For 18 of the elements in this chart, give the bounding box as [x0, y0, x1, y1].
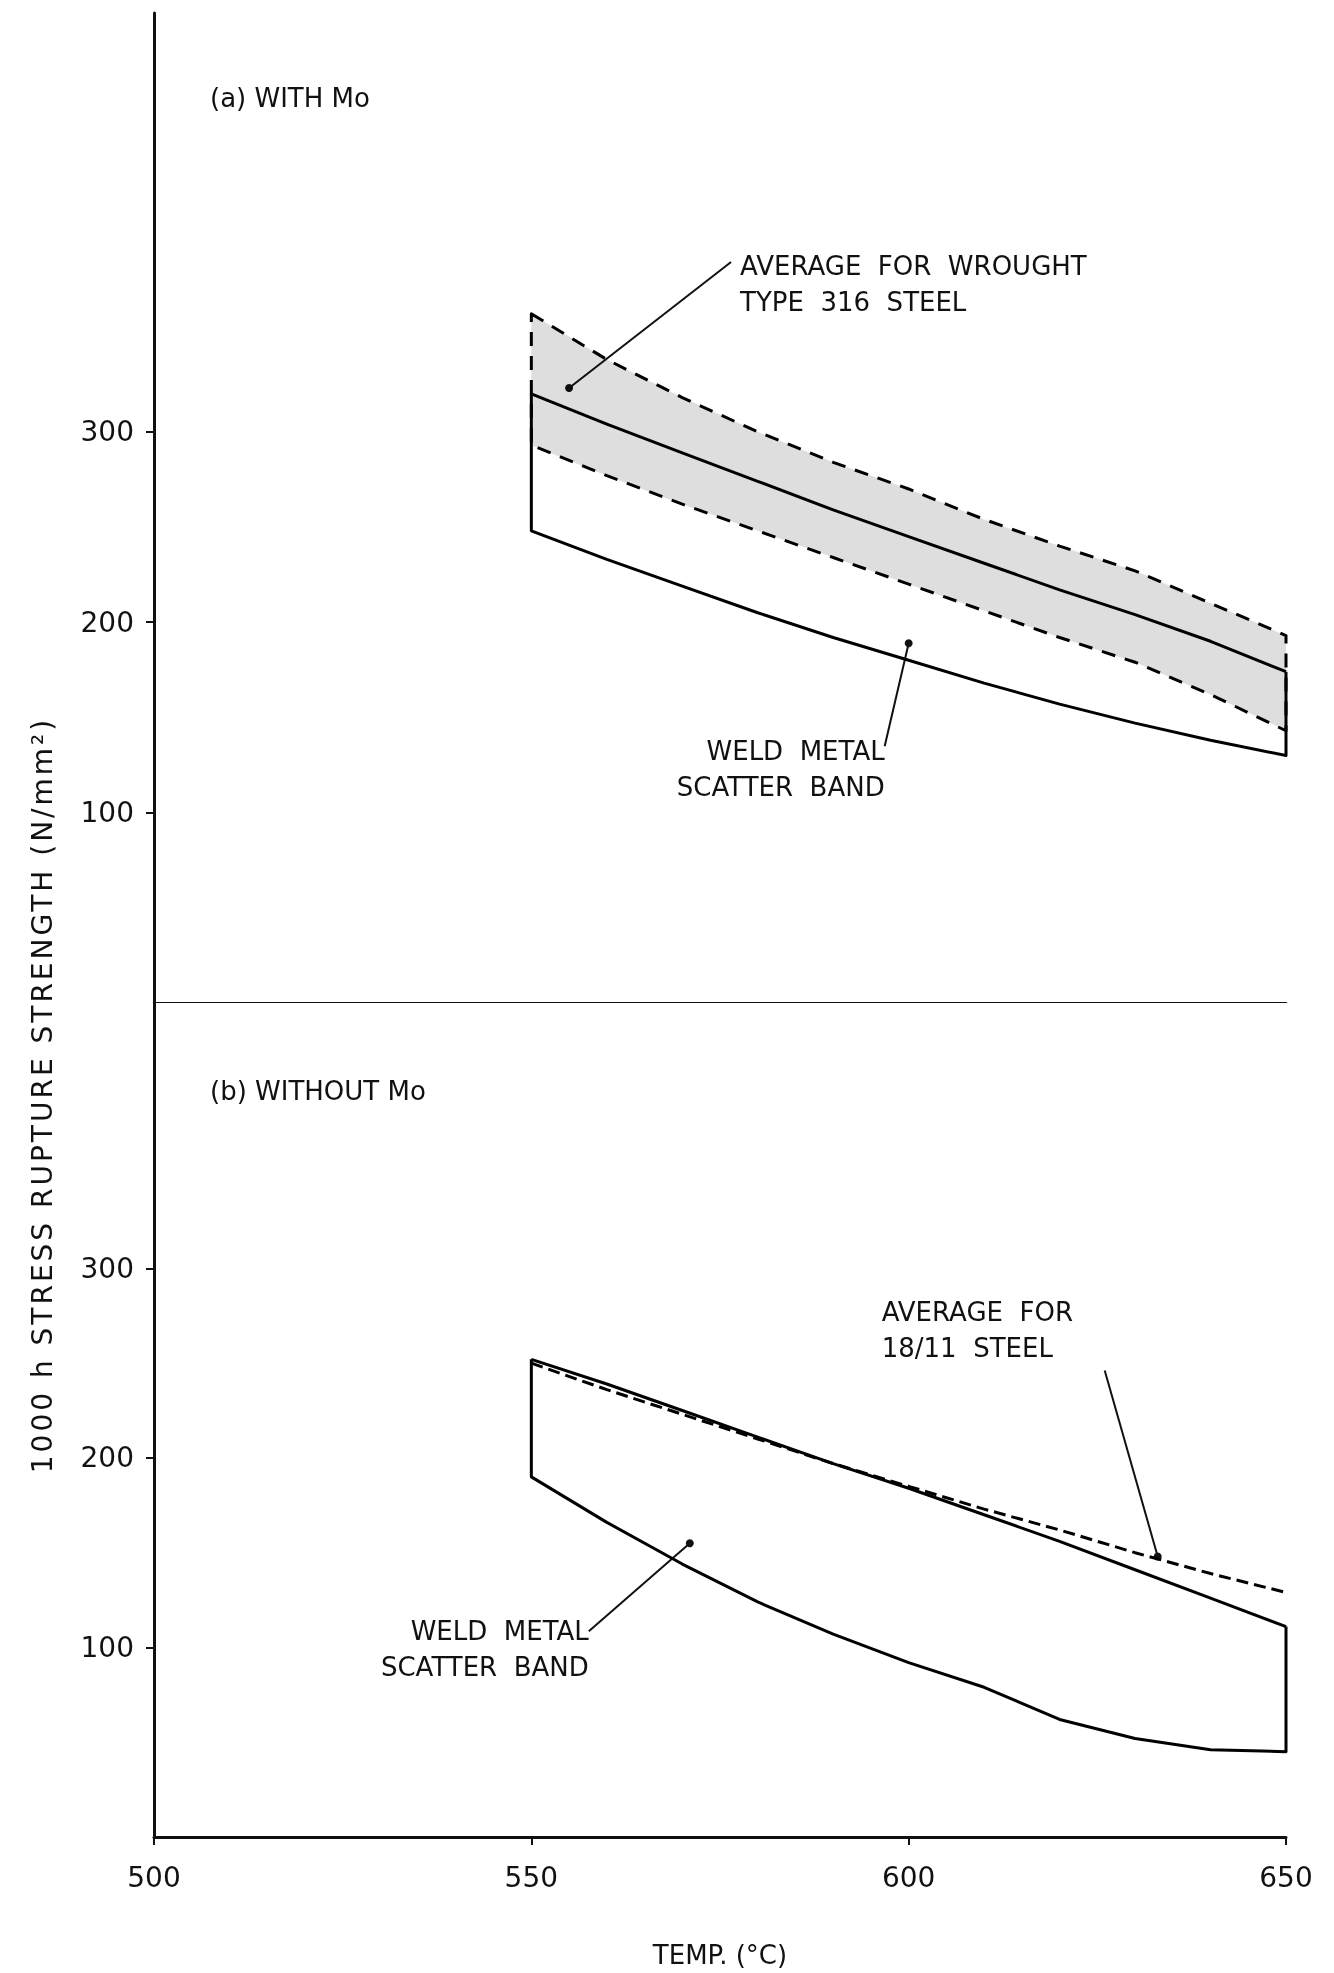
y-tick-label: 100	[80, 1630, 134, 1664]
x-tick-label: 500	[127, 1860, 181, 1894]
y-tick-label: 200	[80, 1441, 134, 1475]
y-axis-title: 1000 h STRESS RUPTURE STRENGTH (N/mm²)	[25, 716, 59, 1474]
annotation: WELD METAL SCATTER BAND	[380, 1616, 590, 1683]
y-tick-label: 200	[80, 605, 134, 639]
y-tick-label: 300	[80, 1251, 134, 1285]
text: (a) WITH Mo	[210, 83, 370, 113]
x-tick-label: 600	[881, 1860, 936, 1894]
annotation: WELD METAL SCATTER BAND	[676, 736, 886, 803]
x-tick-label: 550	[504, 1860, 559, 1894]
text: (b) WITHOUT Mo	[210, 1076, 426, 1106]
x-axis-title: TEMP. (°C)	[651, 1940, 788, 1970]
x-tick-label: 650	[1259, 1860, 1313, 1894]
annotation: AVERAGE FOR 18/11 STEEL	[881, 1297, 1073, 1364]
y-tick-label: 300	[80, 415, 134, 449]
annotation: AVERAGE FOR WROUGHT TYPE 316 STEEL	[739, 251, 1087, 318]
y-tick-label: 100	[80, 796, 134, 830]
